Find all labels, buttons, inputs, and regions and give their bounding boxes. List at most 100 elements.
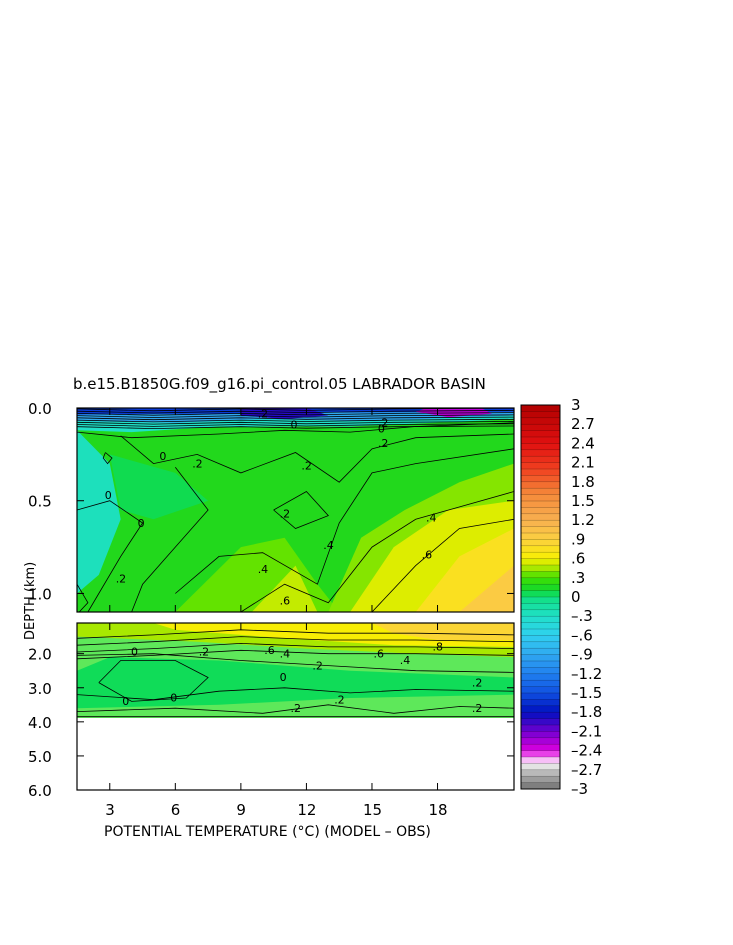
contour-line-surface: [77, 416, 514, 421]
colorbar-segment: [521, 609, 560, 617]
x-axis-label: POTENTIAL TEMPERATURE (°C) (MODEL – OBS): [104, 824, 431, 840]
colorbar-segment: [521, 590, 560, 598]
colorbar-segment: [521, 769, 560, 777]
contour-line-edge: [77, 583, 89, 612]
contour-line-0.4: [175, 448, 514, 594]
contour-line-west-0: [77, 500, 144, 612]
colorbar-segment: [521, 584, 560, 591]
colorbar-segment: [521, 430, 560, 438]
colorbar-segment: [521, 494, 560, 502]
colorbar-segment: [521, 750, 560, 758]
colorbar-segment: [521, 539, 560, 547]
contour-line-surface: [77, 410, 514, 414]
y-tick-label: 3.0: [28, 680, 52, 698]
y-axis-label: DEPTH (km): [23, 562, 38, 640]
x-tick-label: 18: [429, 801, 448, 819]
contour-label: .2: [312, 659, 323, 672]
x-tick-label: 12: [297, 801, 316, 819]
colorbar-label: 2.1: [571, 454, 595, 472]
contour-label: .2: [192, 458, 203, 471]
y-tick-label: 4.0: [28, 714, 52, 732]
contour-label: .2: [116, 573, 127, 586]
colorbar-segment: [521, 577, 560, 585]
chart-title: b.e15.B1850G.f09_g16.pi_control.05 LABRA…: [73, 375, 486, 394]
contour-label: .8: [433, 641, 444, 654]
contour-labels: .2.2.2.2.4.4.4.6.6.200 000.2.20.2.6.4.20.…: [105, 407, 483, 715]
contour-line-surface: [77, 408, 514, 412]
field-lower-gold: [372, 623, 514, 640]
contour-label: .2: [472, 702, 483, 715]
contour-label: .2: [334, 693, 345, 706]
colorbar-segment: [521, 622, 560, 630]
contour-line-0.2: [120, 433, 514, 483]
colorbar-segment: [521, 552, 560, 559]
contour-line-lower: [77, 649, 514, 660]
colorbar-label: –1.8: [571, 703, 602, 721]
contour-label: 0: [378, 422, 385, 435]
contour-line-west-0.2: [131, 467, 209, 612]
contour-label: .6: [280, 595, 291, 608]
colorbar-segment: [521, 533, 560, 540]
colorbar-label: –.6: [571, 626, 593, 644]
colorbar-segment: [521, 763, 560, 771]
contour-label: 0: [159, 450, 166, 463]
contour-line-lower-0.2: [77, 653, 514, 673]
field-yellow-1: [251, 565, 318, 612]
contour-label: 0: [122, 695, 129, 708]
contour-line-surface: [77, 418, 514, 423]
field-west-cyan: [77, 430, 121, 594]
colorbar-segment: [521, 737, 560, 745]
contour-label: 0: [291, 419, 298, 432]
contour-label: .4: [426, 511, 437, 524]
colorbar-segment: [521, 712, 560, 719]
x-tick-label: 15: [363, 801, 382, 819]
colorbar-label: 3: [571, 396, 581, 414]
colorbar-segment: [521, 731, 560, 739]
colorbar-segment: [521, 571, 560, 579]
contour-label: 0: [170, 692, 177, 705]
colorbar-segment: [521, 661, 560, 668]
colorbar-segment: [521, 629, 560, 636]
colorbar-label: .6: [571, 550, 585, 568]
y-tick-label: 0.5: [28, 493, 52, 511]
colorbar-segment: [521, 699, 560, 707]
contour-label: .2: [378, 437, 389, 450]
colorbar-label: .9: [571, 530, 585, 548]
colorbar-label: –2.7: [571, 761, 602, 779]
contour-label: .2: [291, 702, 302, 715]
contour-line-lower-zero: [77, 687, 514, 701]
y-axis-ticks: 0.0 0.5 1.0 2.0 3.0 4.0 5.0 6.0: [28, 400, 514, 800]
contour-label: 0: [131, 646, 138, 659]
colorbar-label: –3: [571, 780, 588, 798]
y-tick-label: 5.0: [28, 748, 52, 766]
x-axis-ticks: 3 6 9 12 15 18: [105, 408, 448, 819]
contour-line-0.6: [240, 491, 514, 612]
contour-label: .2: [472, 676, 483, 689]
colorbar-segment: [521, 782, 560, 790]
y-tick-label: 6.0: [28, 782, 52, 800]
colorbar-segment: [521, 667, 560, 675]
colorbar-segment: [521, 673, 560, 681]
colorbar-segment: [521, 507, 560, 515]
colorbar-segment: [521, 718, 560, 726]
colorbar-segment: [521, 513, 560, 521]
contour-label: .4: [400, 654, 411, 667]
colorbar-segment: [521, 475, 560, 483]
colorbar-label: –2.4: [571, 742, 602, 760]
colorbar-segment: [521, 693, 560, 700]
field-east-orange: [459, 565, 514, 612]
upper-panel-frame: [76, 407, 515, 613]
colorbar-segment: [521, 545, 560, 553]
x-tick-label: 6: [171, 801, 181, 819]
contour-line-surface: [77, 423, 514, 427]
contour-line-lower: [77, 629, 514, 639]
colorbar-segment: [521, 680, 560, 687]
colorbar-label: 0: [571, 588, 581, 606]
y-tick-label: 1.0: [28, 586, 52, 604]
colorbar-label: –1.5: [571, 684, 602, 702]
contour-label: .6: [264, 644, 275, 657]
colorbar-segment: [521, 635, 560, 643]
colorbar-segment: [521, 501, 560, 508]
colorbar-segment: [521, 526, 560, 534]
